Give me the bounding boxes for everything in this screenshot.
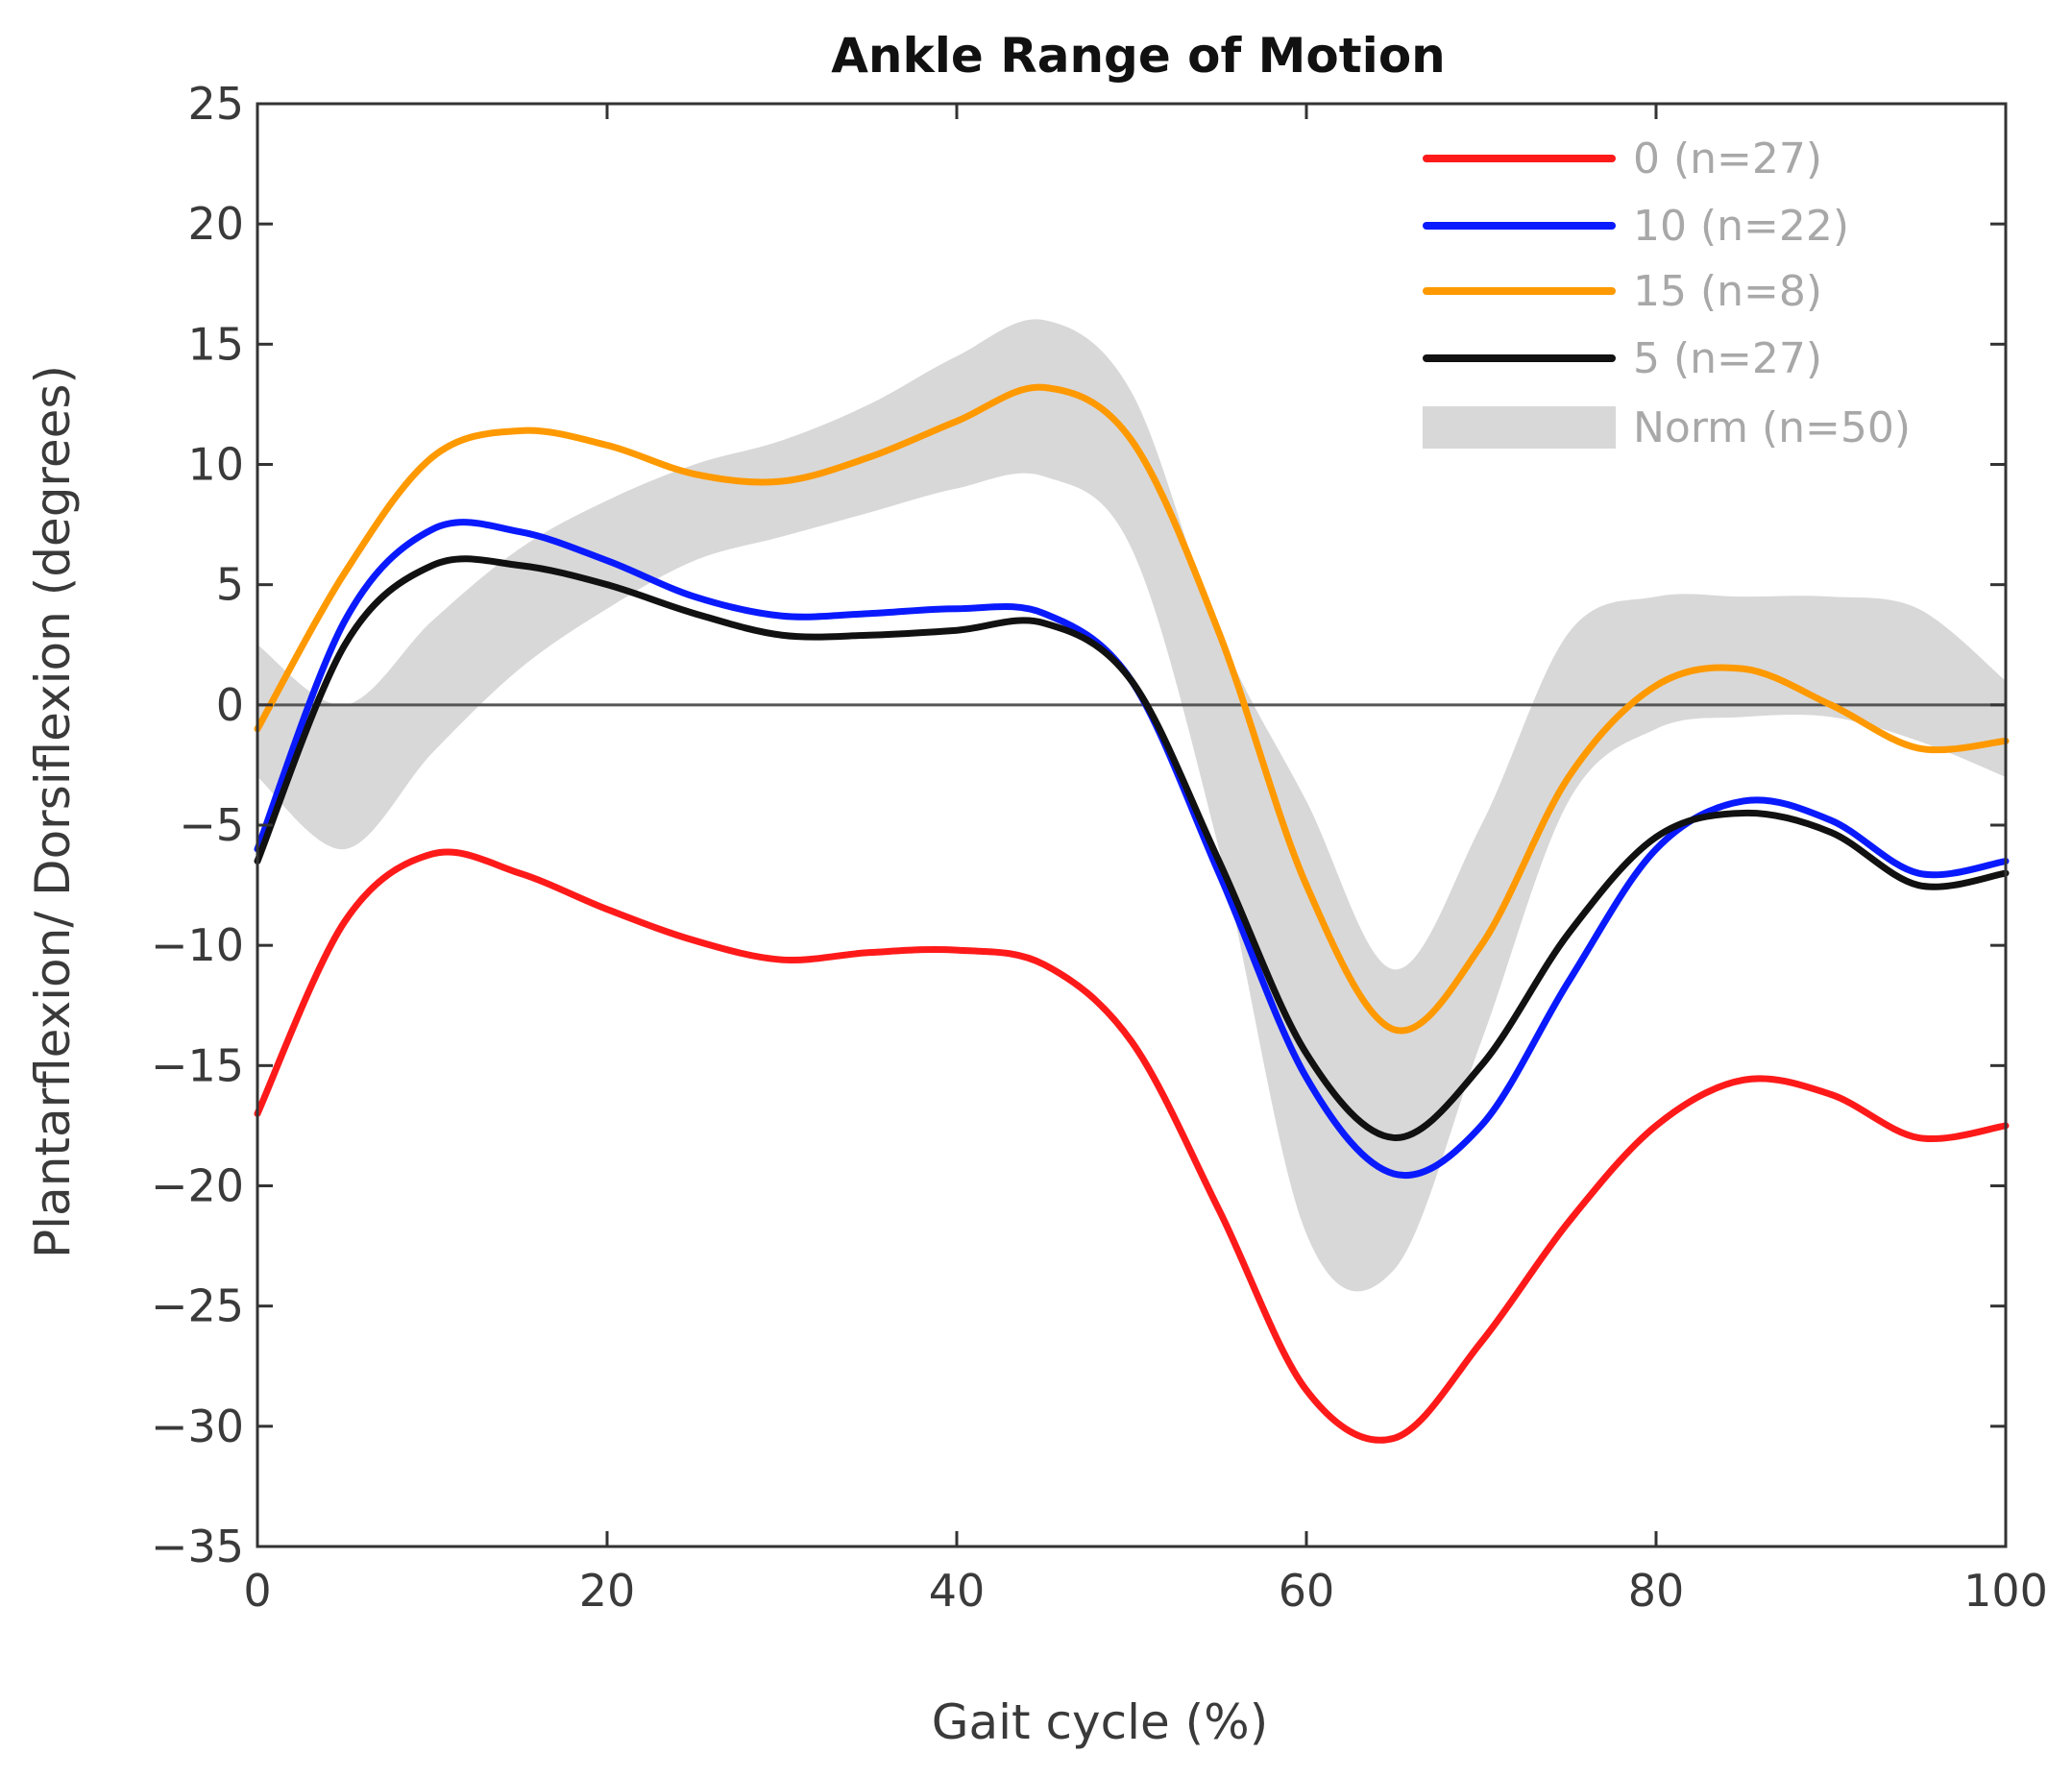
y-tick-label: −30 (151, 1400, 244, 1452)
legend-label-0: 0 (n=27) (1633, 134, 1822, 183)
tick-layer: 0 20 40 60 80 100 25 20 15 10 5 0 −5 −10 −15 −20 −25 −30 −… (151, 78, 2048, 1617)
x-tick-label: 100 (1963, 1565, 2048, 1617)
y-tick-label: 25 (187, 78, 244, 130)
legend-label-2: 15 (n=8) (1633, 267, 1822, 316)
y-tick-label: 10 (187, 439, 244, 491)
legend-swatch-norm (1423, 406, 1616, 449)
x-tick-label: 80 (1628, 1565, 1685, 1617)
series-layer (254, 383, 2010, 1444)
series-line-2 (254, 383, 2010, 1035)
y-tick-label: −10 (151, 919, 244, 971)
legend-label-1: 10 (n=22) (1633, 202, 1849, 251)
y-tick-label: −5 (179, 799, 244, 851)
y-tick-label: −15 (151, 1039, 244, 1091)
y-tick-label: 15 (187, 318, 244, 370)
legend: 0 (n=27) 10 (n=22) 15 (n=8) 5 (n=27) Norm (n… (1423, 134, 1911, 452)
x-tick-label: 20 (579, 1565, 636, 1617)
x-axis-label: Gait cycle (%) (932, 1694, 1268, 1750)
norm-band-layer (257, 319, 2006, 1292)
y-tick-label: −20 (151, 1160, 244, 1212)
norm-band (257, 319, 2006, 1292)
y-tick-label: 0 (216, 679, 244, 731)
series-line-0 (254, 848, 2010, 1444)
y-axis-label: Plantarflexion/ Dorsiflexion (degrees) (25, 365, 81, 1258)
x-tick-label: 0 (243, 1565, 271, 1617)
x-tick-label: 60 (1279, 1565, 1335, 1617)
y-tick-label: 5 (216, 559, 244, 611)
y-tick-label: −35 (151, 1521, 244, 1572)
y-tick-label: −25 (151, 1280, 244, 1332)
legend-label-norm: Norm (n=50) (1633, 403, 1911, 452)
chart-title: Ankle Range of Motion (831, 28, 1446, 84)
legend-label-3: 5 (n=27) (1633, 334, 1822, 383)
plot-frame (256, 102, 2008, 1548)
y-tick-label: 20 (187, 198, 244, 250)
x-tick-label: 40 (929, 1565, 986, 1617)
series-line-3 (254, 555, 2010, 1141)
